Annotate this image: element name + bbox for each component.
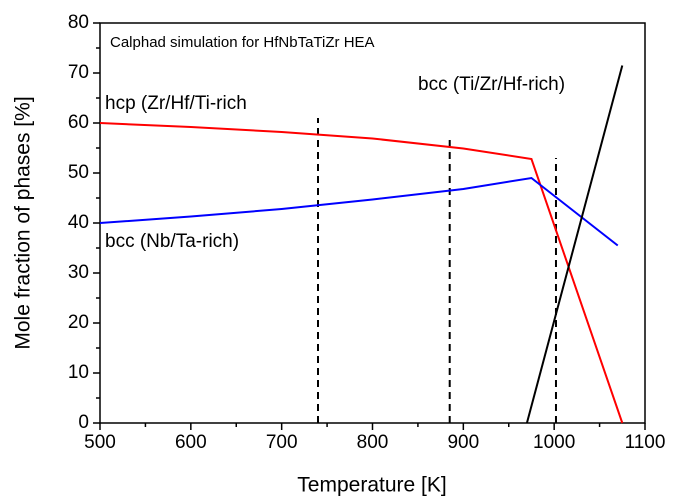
y-tick-label: 60 [68, 112, 89, 133]
x-tick-label: 1100 [625, 432, 666, 453]
series-line [99, 122, 624, 424]
series-line [99, 176, 619, 247]
x-tick-label: 700 [266, 432, 298, 453]
y-axis-title: Mole fraction of phases [%] [12, 96, 35, 349]
x-tick-label: 900 [447, 432, 479, 453]
x-axis-title: Temperature [K] [297, 474, 446, 497]
y-tick-label: 20 [68, 312, 89, 333]
x-tick-label: 800 [357, 432, 389, 453]
y-tick-label: 0 [78, 412, 89, 433]
annotation: Calphad simulation for HfNbTaTiZr HEA [110, 34, 375, 51]
series-label: bcc (Ti/Zr/Hf-rich) [418, 74, 565, 95]
x-tick-label: 500 [84, 432, 116, 453]
y-tick-label: 10 [68, 362, 89, 383]
x-tick-label: 1000 [533, 432, 575, 453]
y-tick-label: 50 [68, 162, 89, 183]
y-tick-label: 40 [68, 212, 89, 233]
series-line [525, 65, 624, 424]
y-tick-label: 30 [68, 262, 89, 283]
series-label: bcc (Nb/Ta-rich) [105, 231, 239, 252]
x-tick-label: 600 [175, 432, 207, 453]
series-label: hcp (Zr/Hf/Ti-rich [105, 93, 247, 114]
y-tick-label: 80 [68, 12, 89, 33]
y-tick-label: 70 [68, 62, 89, 83]
